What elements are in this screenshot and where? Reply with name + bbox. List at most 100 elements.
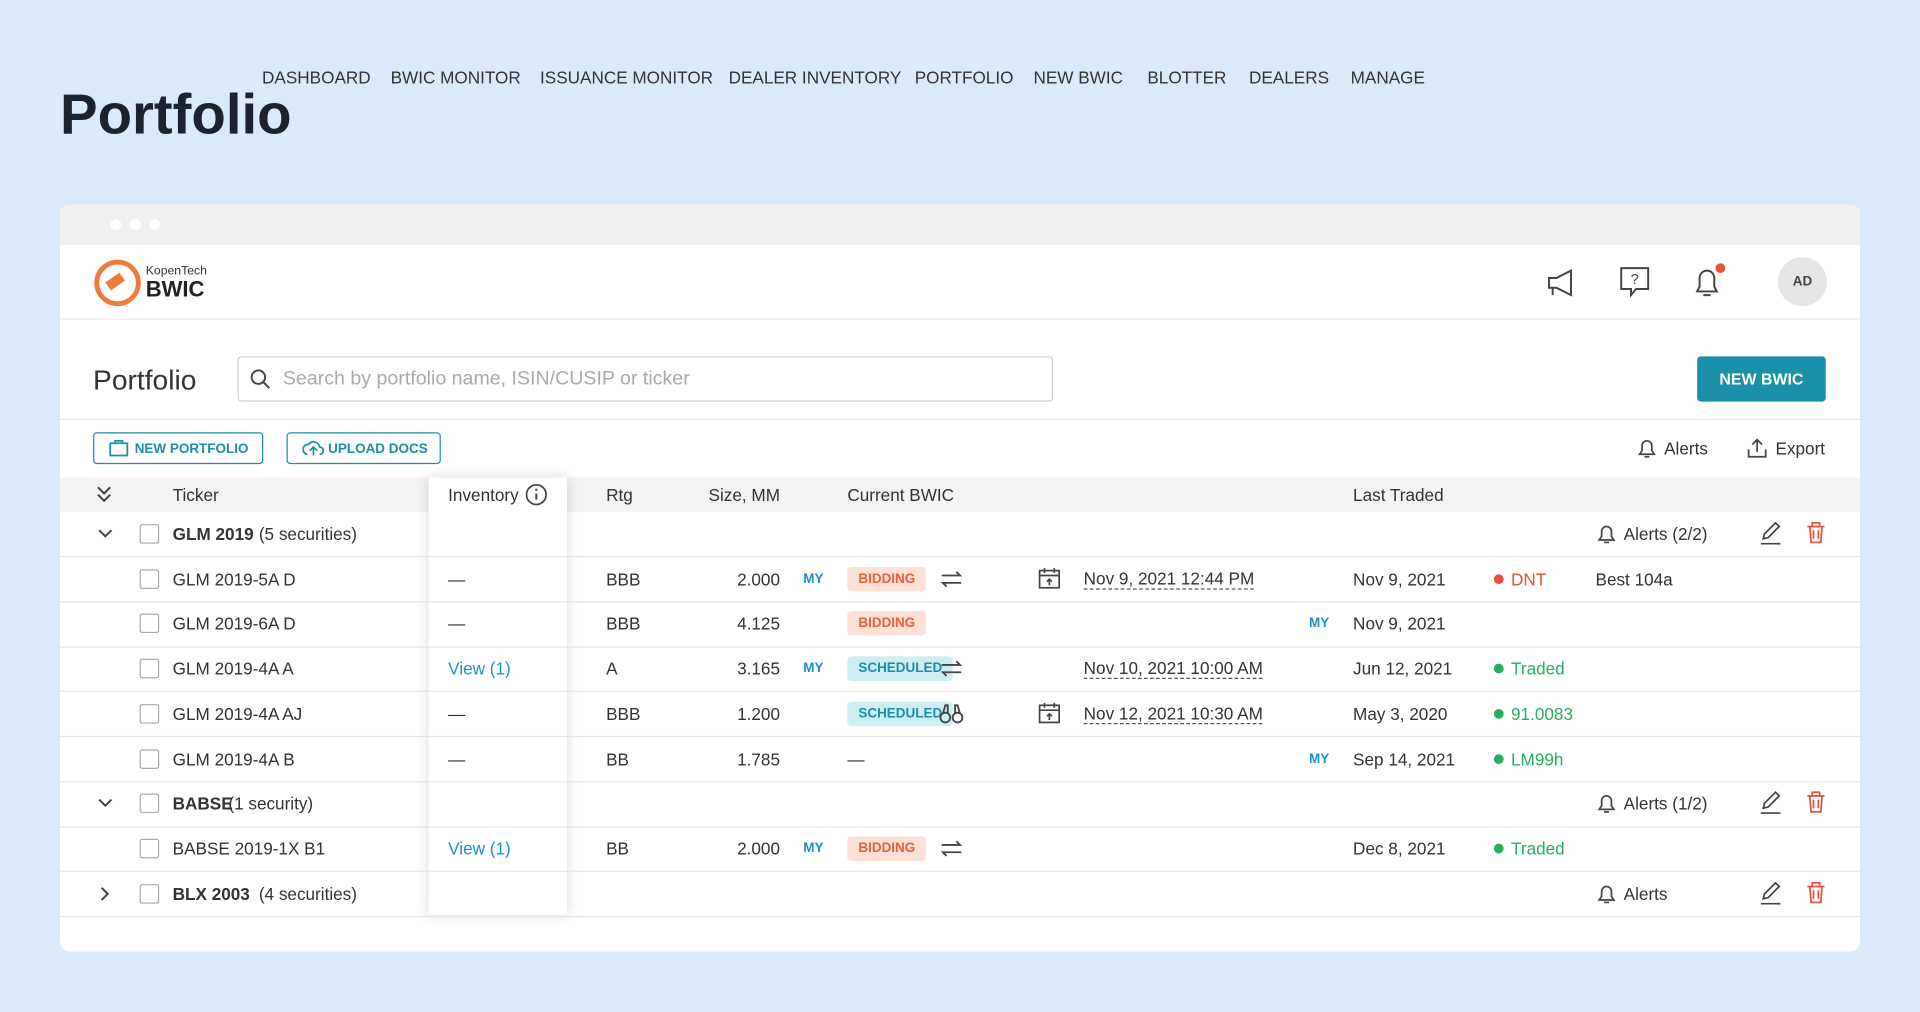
- inventory[interactable]: View (1): [448, 658, 511, 679]
- trade-status: DNT: [1511, 569, 1547, 589]
- checkbox[interactable]: [139, 658, 160, 679]
- alerts-button[interactable]: Alerts: [1664, 438, 1708, 458]
- trade-note: Best 104a: [1595, 569, 1673, 589]
- announce-icon[interactable]: [1545, 267, 1577, 299]
- trade-dot: [1493, 708, 1504, 719]
- expand-toggle[interactable]: [97, 525, 114, 542]
- nav-item[interactable]: NEW BWIC: [1033, 67, 1123, 87]
- checkbox[interactable]: [139, 793, 160, 814]
- checkbox[interactable]: [139, 838, 160, 859]
- bwic-date: Nov 9, 2021 12:44 PM: [1083, 568, 1255, 590]
- window-dot: [149, 219, 161, 231]
- ticker: BABSE 2019-1X B1: [172, 838, 326, 859]
- my-tag: MY: [803, 571, 824, 587]
- ticker: GLM 2019-6A D: [172, 613, 296, 634]
- status-badge: SCHEDULED: [847, 656, 954, 681]
- binoculars-icon: [939, 704, 964, 724]
- my-tag: MY: [803, 841, 824, 856]
- collapse-all-icon[interactable]: [96, 485, 113, 505]
- arrows-icon: [940, 840, 963, 857]
- inventory[interactable]: View (1): [448, 838, 511, 859]
- group-alerts[interactable]: Alerts (1/2): [1623, 793, 1708, 814]
- expand-toggle[interactable]: [97, 885, 114, 902]
- group-alerts[interactable]: Alerts: [1623, 883, 1668, 904]
- group-count: (5 securities): [258, 524, 357, 544]
- search-box[interactable]: [237, 356, 1054, 402]
- arrows-icon: [940, 570, 963, 587]
- column-header: Rtg: [606, 484, 633, 505]
- nav-item[interactable]: BLOTTER: [1147, 67, 1227, 87]
- column-header: Ticker: [172, 484, 219, 505]
- trade-dot: [1493, 663, 1504, 674]
- last-traded: Nov 9, 2021: [1353, 569, 1446, 589]
- size: 1.200: [737, 703, 781, 724]
- divider: [60, 318, 1861, 320]
- bell-icon[interactable]: [1690, 262, 1727, 301]
- divider: [60, 418, 1861, 421]
- rating: BB: [606, 838, 630, 859]
- trade-status: Traded: [1511, 658, 1565, 679]
- checkbox[interactable]: [139, 613, 160, 634]
- edit-icon[interactable]: [1760, 791, 1782, 815]
- alert-icon: [1597, 795, 1616, 813]
- delete-icon[interactable]: [1806, 522, 1826, 546]
- ticker: GLM 2019-4A A: [172, 658, 294, 679]
- calendar-icon: [1038, 702, 1061, 724]
- page-title: Portfolio: [60, 82, 292, 146]
- avatar[interactable]: AD: [1777, 257, 1827, 307]
- checkbox[interactable]: [139, 569, 160, 589]
- delete-icon[interactable]: [1806, 881, 1826, 905]
- group-count: (4 securities): [258, 883, 357, 904]
- expand-toggle[interactable]: [97, 795, 114, 812]
- rating: BBB: [606, 613, 641, 634]
- checkbox[interactable]: [139, 703, 160, 724]
- nav-item[interactable]: MANAGE: [1350, 67, 1425, 87]
- upload-docs-button[interactable]: UPLOAD DOCS: [286, 432, 441, 465]
- nav-item[interactable]: BWIC MONITOR: [390, 67, 521, 87]
- delete-icon[interactable]: [1806, 791, 1826, 815]
- status-badge: BIDDING: [847, 566, 927, 592]
- last-traded: May 3, 2020: [1353, 703, 1448, 724]
- alerts-icon: [1637, 440, 1656, 458]
- briefcase-icon: [109, 439, 129, 457]
- svg-text:?: ?: [1631, 272, 1639, 288]
- last-traded: Dec 8, 2021: [1353, 838, 1446, 859]
- new-portfolio-button[interactable]: NEW PORTFOLIO: [93, 432, 264, 465]
- checkbox[interactable]: [139, 748, 160, 769]
- column-header: Size, MM: [708, 484, 781, 505]
- arrows-icon: [940, 660, 963, 677]
- nav-item[interactable]: DEALER INVENTORY: [728, 67, 902, 87]
- row-divider: [60, 646, 1861, 648]
- column-header: Last Traded: [1353, 484, 1444, 505]
- inventory: —: [448, 613, 466, 634]
- inventory-column: [428, 477, 567, 915]
- nav-item[interactable]: DASHBOARD: [262, 67, 371, 87]
- edit-icon[interactable]: [1760, 881, 1782, 905]
- checkbox[interactable]: [139, 524, 160, 544]
- ticker: GLM 2019-4A AJ: [172, 703, 303, 724]
- logo-small: KopenTech: [145, 264, 207, 278]
- trade-dot: [1493, 843, 1504, 854]
- nav-item[interactable]: DEALERS: [1248, 67, 1330, 87]
- checkbox[interactable]: [139, 883, 160, 904]
- column-header: Inventory: [448, 484, 519, 505]
- nav-item[interactable]: ISSUANCE MONITOR: [540, 67, 714, 87]
- trade-dot: [1493, 753, 1504, 764]
- logo-icon: [94, 259, 141, 307]
- nav-item[interactable]: PORTFOLIO: [914, 67, 1014, 87]
- group-count: (1 security): [228, 793, 314, 814]
- new-bwic-button[interactable]: NEW BWIC: [1697, 356, 1826, 402]
- last-traded: Sep 14, 2021: [1353, 748, 1456, 769]
- help-icon[interactable]: ?: [1619, 266, 1651, 298]
- trade-dot: [1493, 573, 1504, 584]
- group-alerts[interactable]: Alerts (2/2): [1623, 524, 1708, 544]
- alert-icon: [1597, 525, 1616, 544]
- bwic-date: Nov 10, 2021 10:00 AM: [1083, 658, 1263, 680]
- export-button[interactable]: Export: [1775, 438, 1826, 458]
- edit-icon[interactable]: [1760, 521, 1782, 546]
- column-header: Current BWIC: [847, 484, 955, 505]
- my-tag: MY: [803, 661, 824, 677]
- last-traded: Nov 9, 2021: [1353, 613, 1446, 634]
- info-icon: [525, 484, 547, 506]
- row-divider: [60, 601, 1861, 603]
